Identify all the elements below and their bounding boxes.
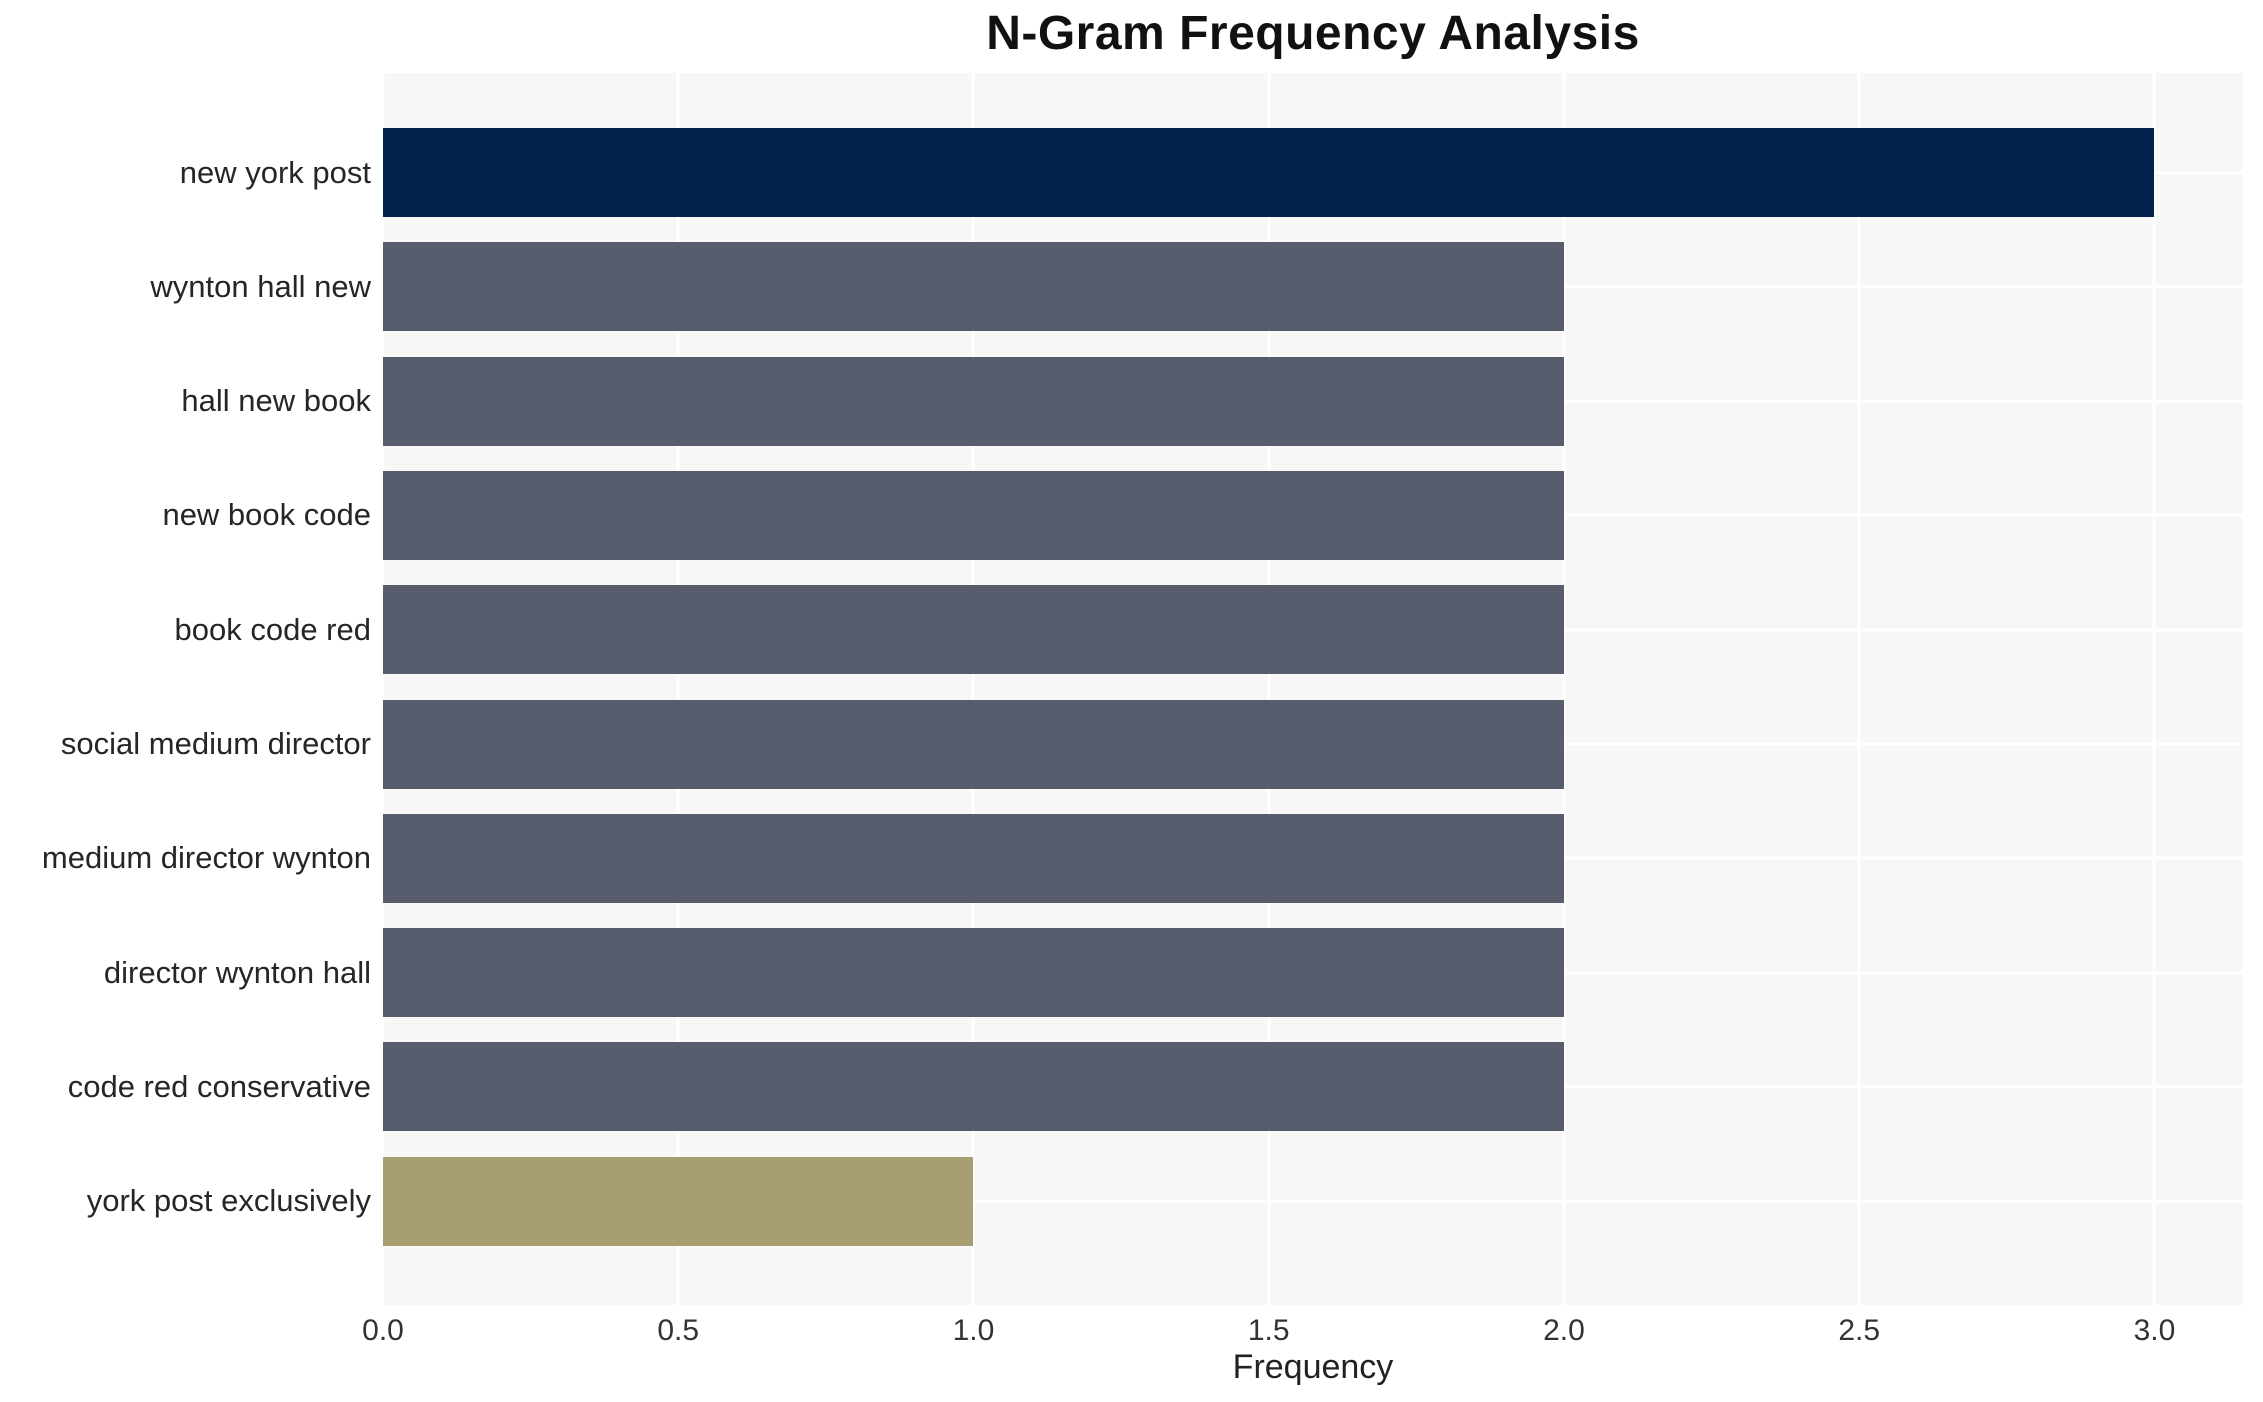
x-axis-label: Frequency <box>1232 1348 1394 1386</box>
x-tick-label: 0.0 <box>362 1314 404 1347</box>
y-gridline <box>383 1199 2243 1203</box>
y-tick-label: wynton hall new <box>150 268 371 304</box>
bar-medium-director-wynton <box>383 813 1564 903</box>
x-gridline <box>971 73 975 1305</box>
y-tick-label: medium director wynton <box>41 840 371 876</box>
x-tick-label: 1.0 <box>952 1314 995 1347</box>
x-axis-ticks: 0.0 0.5 1.0 1.5 2.0 2.5 3.0 <box>362 1314 2243 1348</box>
x-gridline <box>1857 73 1861 1305</box>
y-tick-label: book code red <box>174 611 371 647</box>
bar-director-wynton-hall <box>383 928 1564 1018</box>
x-tick-label: 2.0 <box>1543 1314 1585 1347</box>
y-tick-label: new york post <box>179 154 371 190</box>
x-tick-label: 1.5 <box>1247 1314 1290 1347</box>
y-tick-label: hall new book <box>181 383 371 419</box>
x-gridline <box>2152 73 2156 1305</box>
y-tick-label: director wynton hall <box>103 954 371 990</box>
plot-area <box>381 73 2243 1305</box>
chart-title: N-Gram Frequency Analysis <box>986 7 1640 60</box>
bar-new-book-code <box>383 470 1564 560</box>
y-tick-label: social medium director <box>60 726 371 761</box>
bar-code-red-conservative <box>383 1042 1564 1132</box>
y-tick-label: new book code <box>162 497 371 533</box>
y-tick-label: york post exclusively <box>86 1183 371 1219</box>
bar-social-medium-director <box>383 699 1564 789</box>
x-tick-label: 0.5 <box>657 1314 700 1347</box>
x-tick-label: 2.5 <box>1838 1314 1881 1347</box>
x-gridline <box>1267 73 1271 1305</box>
x-tick-label: 3.0 <box>2133 1314 2176 1347</box>
bars-layer <box>383 73 2243 1305</box>
x-gridline <box>381 73 385 1305</box>
bar-wynton-hall-new <box>383 242 1564 332</box>
bar-hall-new-book <box>383 356 1564 446</box>
y-tick-label: code red conservative <box>67 1068 371 1104</box>
bar-book-code-red <box>383 585 1564 675</box>
x-gridline <box>676 73 680 1305</box>
bar-york-post-exclusively <box>383 1156 974 1246</box>
y-axis-labels: new york post wynton hall new hall new boo… <box>0 73 371 1305</box>
bar-new-york-post <box>383 128 2155 217</box>
x-gridline <box>1562 73 1566 1305</box>
